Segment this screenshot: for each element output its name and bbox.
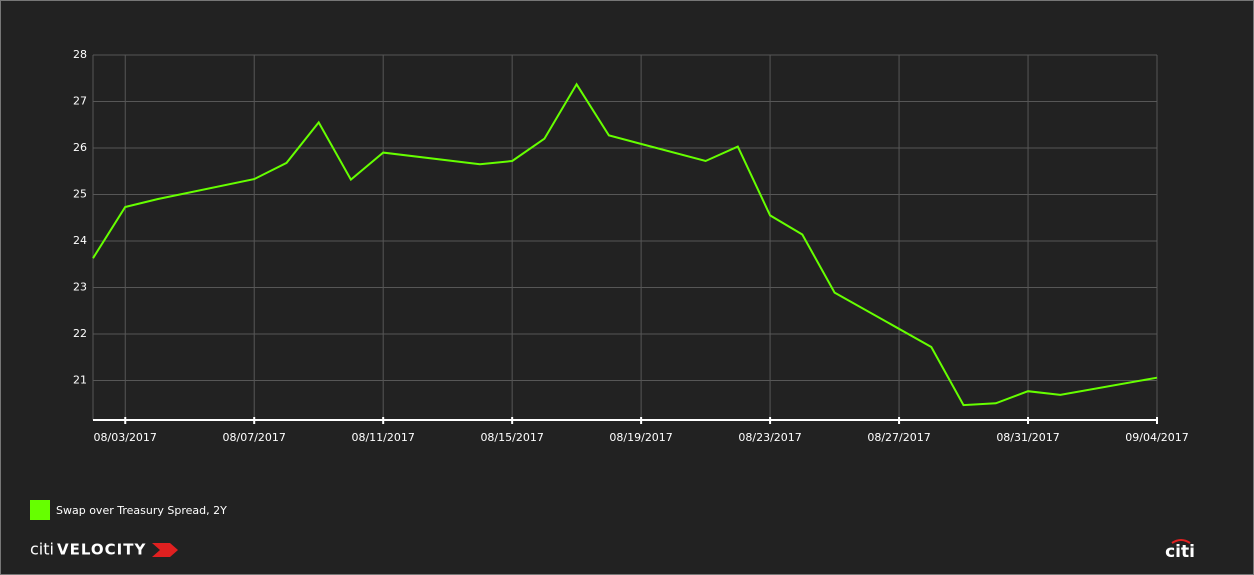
brand-product: VELOCITY [57,541,146,559]
legend-swatch [30,500,50,520]
x-tick-label: 08/11/2017 [351,431,414,444]
series-line [92,82,1158,407]
logo: citi [1165,542,1195,562]
x-tick-label: 08/03/2017 [94,431,157,444]
brand-arrow [152,543,178,557]
y-tick-label: 27 [73,94,87,107]
y-tick-label: 23 [73,280,87,293]
legend-label: Swap over Treasury Spread, 2Y [56,504,227,517]
y-tick-label: 24 [73,234,87,247]
x-tick-label: 08/23/2017 [738,431,801,444]
y-tick-label: 26 [73,141,87,154]
y-tick-label: 25 [73,187,87,200]
y-tick-label: 21 [73,373,87,386]
logo-arc [1171,539,1191,544]
x-tick-label: 08/31/2017 [996,431,1059,444]
y-tick-label: 28 [73,48,87,61]
x-tick-label: 09/04/2017 [1125,431,1188,444]
x-tick-label: 08/07/2017 [223,431,286,444]
x-tick-label: 08/19/2017 [609,431,672,444]
x-tick-label: 08/27/2017 [867,431,930,444]
y-tick-label: 22 [73,327,87,340]
x-tick-label: 08/15/2017 [480,431,543,444]
brand-prefix: citi [30,540,54,559]
